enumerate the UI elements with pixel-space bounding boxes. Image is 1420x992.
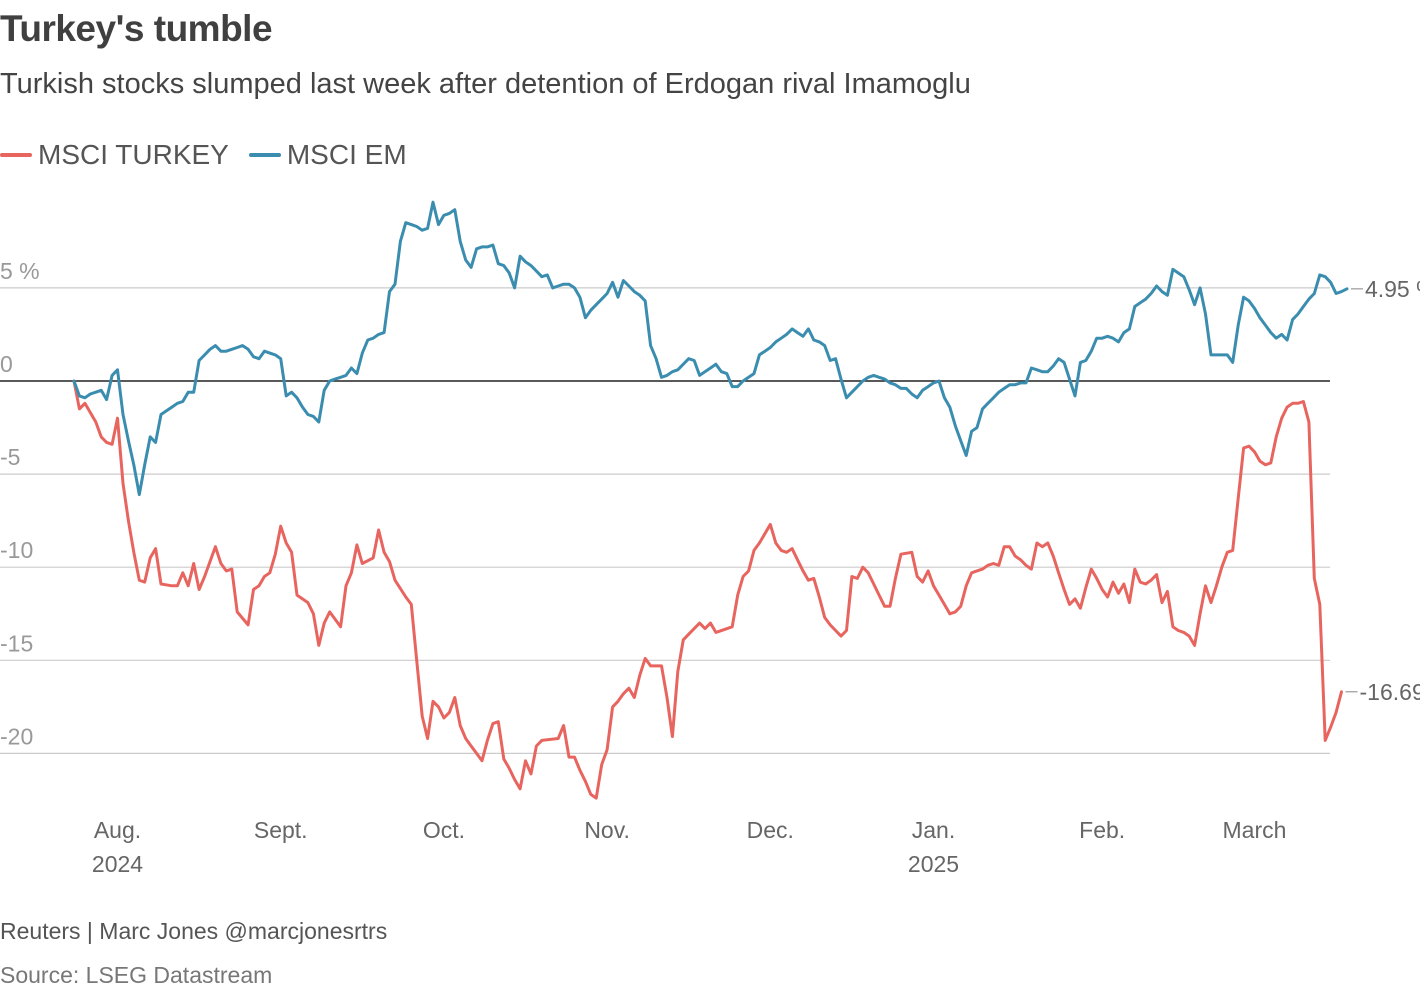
x-tick-label: Nov. bbox=[584, 817, 630, 843]
source-line: Source: LSEG Datastream bbox=[0, 962, 273, 988]
y-tick-label: -15 bbox=[0, 630, 33, 656]
chart-title: Turkey's tumble bbox=[0, 8, 273, 49]
x-tick-label: Dec. bbox=[747, 817, 794, 843]
legend-item-turkey: MSCI TURKEY bbox=[0, 139, 229, 171]
y-tick-label: -10 bbox=[0, 537, 33, 563]
x-tick-label: Feb. bbox=[1079, 817, 1125, 843]
credit-line: Reuters | Marc Jones @marcjonesrtrs bbox=[0, 918, 388, 944]
end-label-msci-turkey: -16.69 % bbox=[1360, 679, 1420, 705]
x-tick-label: March bbox=[1223, 817, 1287, 843]
y-tick-label: 5 % bbox=[0, 258, 40, 284]
y-tick-label: -5 bbox=[0, 444, 20, 470]
x-tick-year-label: 2025 bbox=[908, 851, 959, 877]
line-chart: 5 % 0 -5 -10 -15 -20 Aug. 2024 Sept. Oct. Nov. Dec.… bbox=[0, 200, 1420, 877]
legend-swatch-em bbox=[248, 153, 281, 157]
y-tick-label: 0 bbox=[0, 351, 13, 377]
x-tick-label: Sept. bbox=[254, 817, 308, 843]
x-tick-label: Aug. bbox=[94, 817, 141, 843]
end-label-msci-em: 4.95 % bbox=[1365, 276, 1420, 302]
series-line-msci-em bbox=[72, 200, 1349, 497]
legend: MSCI TURKEY MSCI EM bbox=[0, 139, 427, 171]
legend-swatch-turkey bbox=[0, 153, 32, 157]
x-tick-label: Jan. bbox=[912, 817, 955, 843]
legend-label-turkey: MSCI TURKEY bbox=[38, 139, 229, 170]
chart-subtitle: Turkish stocks slumped last week after d… bbox=[0, 68, 971, 100]
y-tick-label: -20 bbox=[0, 723, 33, 749]
x-tick-label: Oct. bbox=[423, 817, 465, 843]
series-line-msci-turkey bbox=[72, 379, 1343, 800]
legend-item-em: MSCI EM bbox=[248, 139, 407, 171]
x-tick-year-label: 2024 bbox=[92, 851, 143, 877]
legend-label-em: MSCI EM bbox=[286, 139, 407, 170]
